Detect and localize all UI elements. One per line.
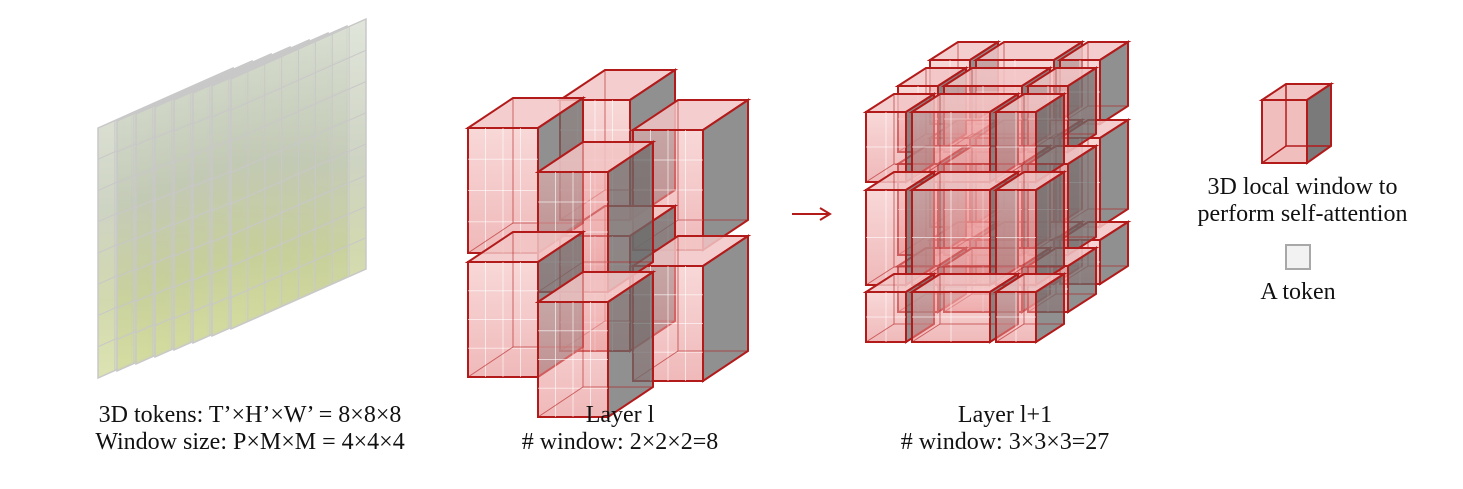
input-caption: 3D tokens: T’×H’×W’ = 8×8×8 Window size:… xyxy=(60,402,440,456)
layer-l-windows xyxy=(464,68,752,419)
layer-l1-title: Layer l+1 xyxy=(957,402,1053,428)
layer-l-window-count: # window: 2×2×2=8 xyxy=(521,429,719,455)
window-legend-line1: 3D local window to xyxy=(1207,174,1398,200)
window-box xyxy=(992,92,1068,184)
window-legend-line2: perform self-attention xyxy=(1197,201,1408,227)
right-arrow-icon xyxy=(792,207,832,221)
window-box xyxy=(992,272,1068,344)
layer-l1-window-count: # window: 3×3×3=27 xyxy=(900,429,1110,455)
input-caption-line1: 3D tokens: T’×H’×W’ = 8×8×8 xyxy=(98,402,402,428)
token-legend-text: A token xyxy=(1260,279,1336,305)
input-caption-line2: Window size: P×M×M = 4×4×4 xyxy=(95,429,405,455)
token-frame-stack xyxy=(97,17,367,380)
cube-window-icon xyxy=(1258,82,1335,165)
layer-l-caption: Layer l # window: 2×2×2=8 xyxy=(490,402,750,456)
window-box xyxy=(992,170,1068,287)
token-square-icon xyxy=(1285,244,1311,270)
token-frame xyxy=(230,17,367,331)
layer-l1-caption: Layer l+1 # window: 3×3×3=27 xyxy=(870,402,1140,456)
layer-l-title: Layer l xyxy=(585,402,655,428)
window-legend-text: 3D local window to perform self-attentio… xyxy=(1180,174,1425,228)
window-box xyxy=(629,98,752,252)
window-box xyxy=(534,270,657,419)
layer-l1-windows xyxy=(862,40,1132,344)
